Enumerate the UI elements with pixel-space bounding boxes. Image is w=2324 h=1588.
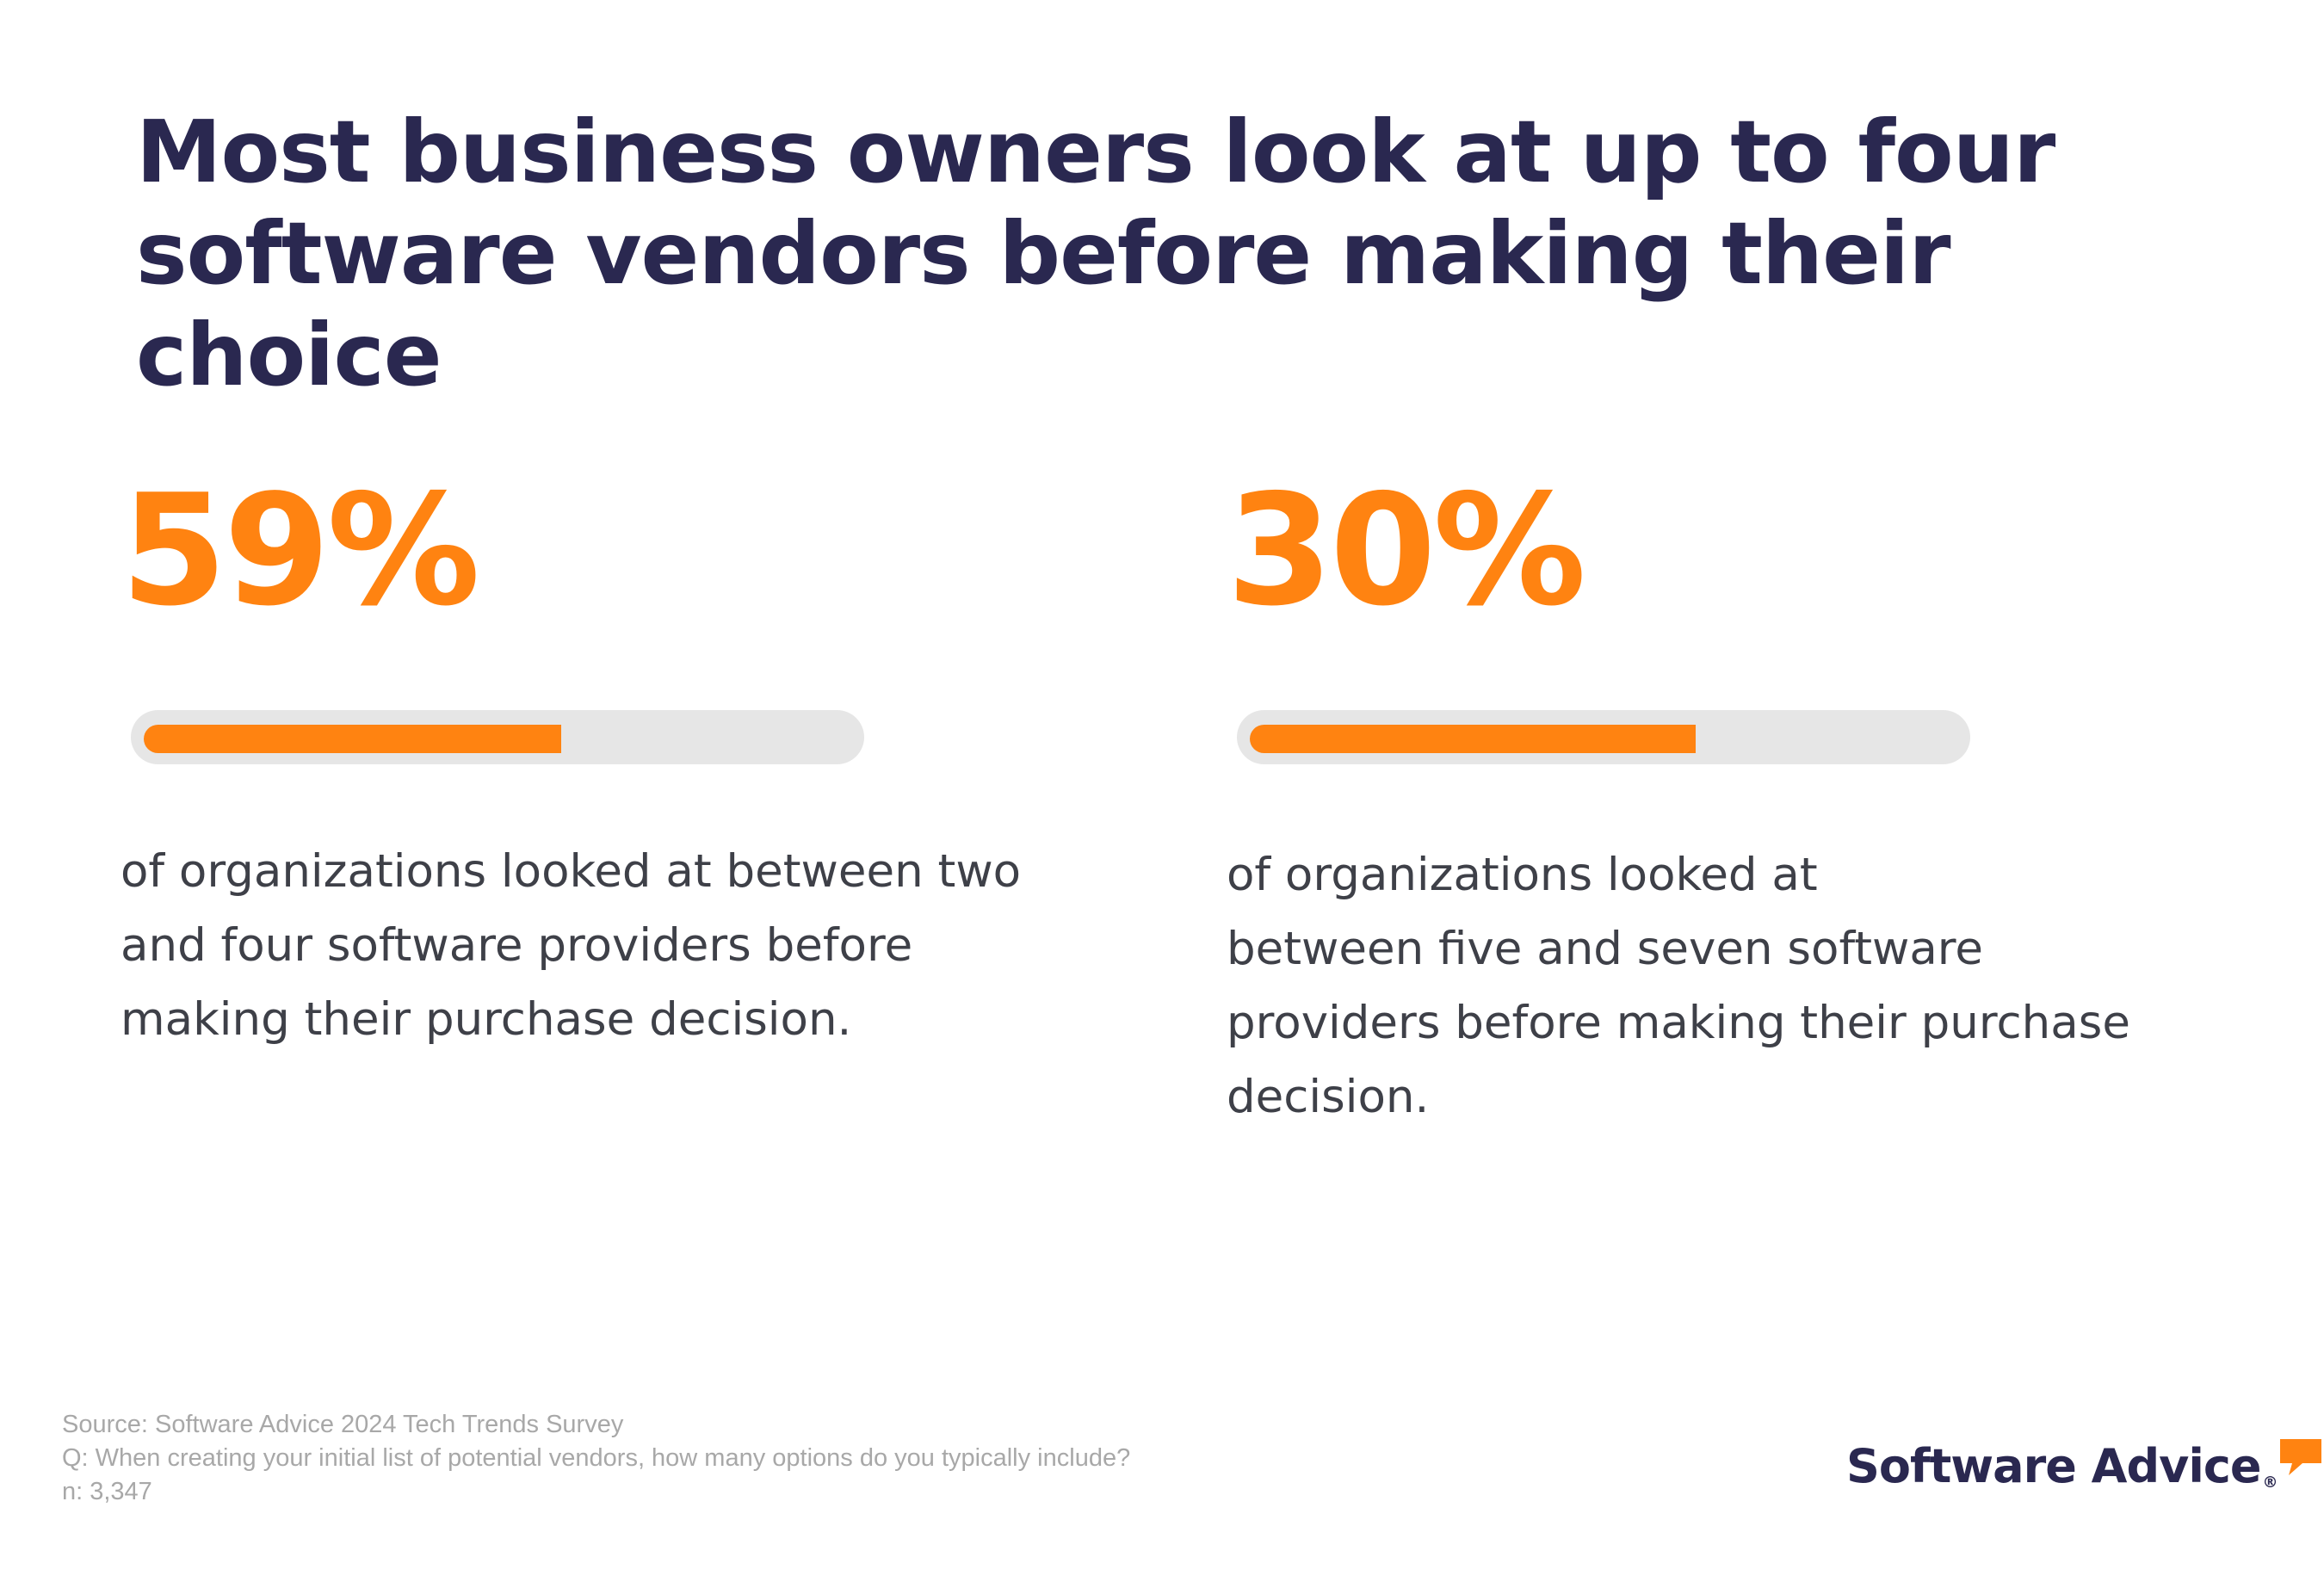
description-line: between five and seven software bbox=[1227, 923, 1984, 975]
logo-wordmark: Software Advice bbox=[1846, 1439, 2261, 1493]
speech-bubble-icon bbox=[2280, 1439, 2321, 1475]
stat-block-left: 59% of organizations looked at between t… bbox=[121, 469, 1136, 1057]
description-line: of organizations looked at bbox=[1227, 849, 1818, 901]
stat-description-left: of organizations looked at between two a… bbox=[121, 835, 1136, 1057]
stat-block-right: 30% of organizations looked at between f… bbox=[1227, 469, 2242, 1134]
progress-track-right bbox=[1237, 710, 1970, 764]
stat-value-right: 30% bbox=[1227, 461, 1586, 640]
title-line-1: Most business owners look at up to four bbox=[136, 102, 2055, 202]
stat-description-right: of organizations looked at between five … bbox=[1227, 838, 2242, 1134]
trademark-symbol: ® bbox=[2262, 1474, 2278, 1492]
sample-size-line: n: 3,347 bbox=[62, 1478, 152, 1505]
stat-value-left: 59% bbox=[121, 461, 480, 640]
source-footer: Source: Software Advice 2024 Tech Trends… bbox=[62, 1408, 1130, 1509]
logo-text: Software Advice ® bbox=[1846, 1436, 2278, 1514]
description-line: of organizations looked at between two bbox=[121, 845, 1022, 898]
description-line: decision. bbox=[1227, 1071, 1430, 1123]
description-line: making their purchase decision. bbox=[121, 993, 852, 1046]
progress-fill-left bbox=[144, 725, 561, 753]
description-line: and four software providers before bbox=[121, 919, 913, 972]
title-line-2: software vendors before making their cho… bbox=[136, 203, 1951, 405]
source-line: Source: Software Advice 2024 Tech Trends… bbox=[62, 1411, 624, 1438]
page-title: Most business owners look at up to four … bbox=[136, 102, 2253, 406]
progress-track-left bbox=[131, 710, 864, 764]
description-line: providers before making their purchase bbox=[1227, 997, 2130, 1049]
progress-fill-right bbox=[1250, 725, 1696, 753]
question-line: Q: When creating your initial list of po… bbox=[62, 1444, 1131, 1472]
